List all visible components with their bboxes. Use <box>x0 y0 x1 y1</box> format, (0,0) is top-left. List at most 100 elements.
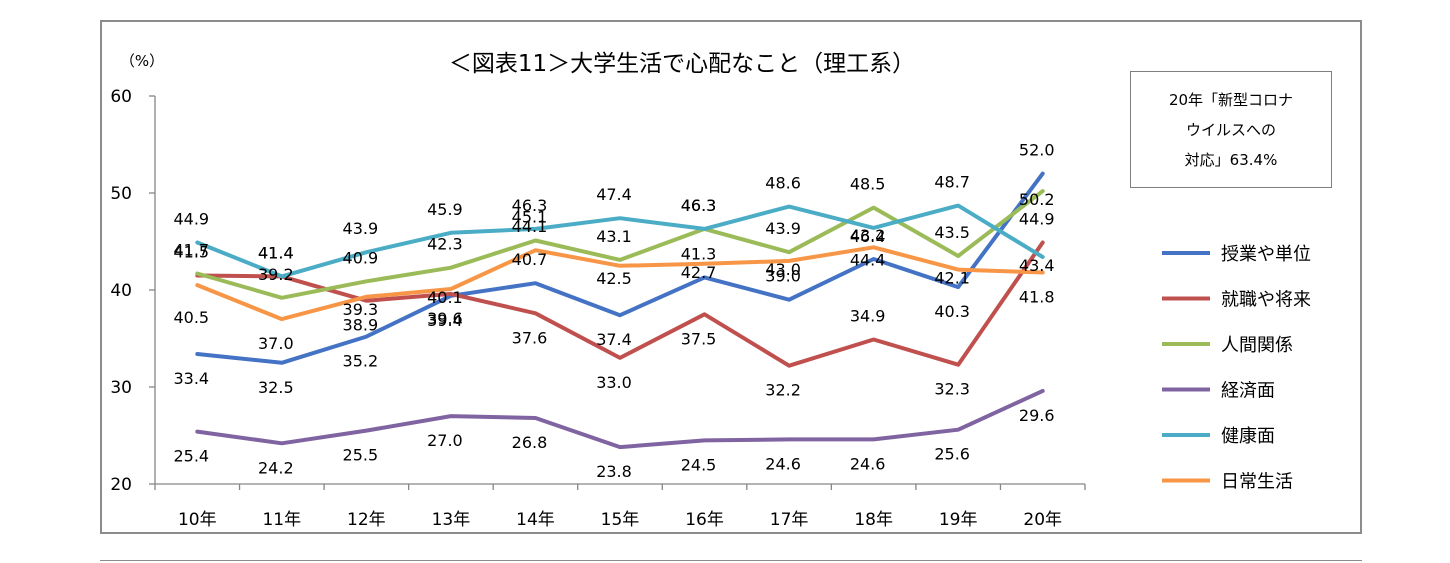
y-tick-label: 50 <box>110 184 132 204</box>
x-tick-label: 11年 <box>262 510 301 530</box>
data-label: 25.6 <box>934 445 970 464</box>
data-label: 40.3 <box>934 302 970 321</box>
data-label: 42.5 <box>596 269 632 288</box>
x-tick-label: 17年 <box>770 510 809 530</box>
data-label: 39.0 <box>765 267 801 286</box>
data-label: 37.5 <box>681 329 717 348</box>
data-label: 25.5 <box>343 446 379 465</box>
data-label: 26.8 <box>512 433 548 452</box>
data-label: 23.8 <box>596 462 632 481</box>
data-label: 38.9 <box>343 316 379 335</box>
y-tick-label: 20 <box>110 475 132 495</box>
series-line <box>195 240 1045 368</box>
data-label: 39.3 <box>343 300 379 319</box>
annotation-box: 20年「新型コロナ ウイルスへの 対応」63.4% <box>1130 71 1332 188</box>
data-label: 47.4 <box>596 185 632 204</box>
data-label: 35.2 <box>343 352 379 371</box>
data-label: 40.9 <box>343 248 379 267</box>
chart-title: ＜図表11＞大学生活で心配なこと（理工系） <box>449 51 915 77</box>
x-tick-label: 20年 <box>1023 510 1062 530</box>
x-tick-label: 12年 <box>347 510 386 530</box>
data-label: 44.1 <box>512 217 548 236</box>
data-label: 24.6 <box>765 454 801 473</box>
data-label: 39.2 <box>258 265 294 284</box>
series-line <box>195 189 1045 300</box>
data-label: 45.9 <box>427 200 463 219</box>
x-tick-label: 15年 <box>601 510 640 530</box>
data-label: 27.0 <box>427 431 463 450</box>
data-label: 24.6 <box>850 454 886 473</box>
data-label: 48.7 <box>934 173 970 192</box>
data-label: 37.0 <box>258 334 294 353</box>
data-label: 41.8 <box>1019 288 1055 307</box>
data-label: 29.6 <box>1019 406 1055 425</box>
data-label: 43.2 <box>850 226 886 245</box>
data-label: 48.5 <box>850 175 886 194</box>
y-tick-label: 60 <box>110 87 132 107</box>
series-line <box>195 171 1045 365</box>
data-label: 25.4 <box>173 447 209 466</box>
y-tick-label: 30 <box>110 378 132 398</box>
data-label: 41.4 <box>258 243 294 262</box>
x-tick-label: 18年 <box>854 510 893 530</box>
data-label: 40.1 <box>427 288 463 307</box>
data-label: 34.9 <box>850 306 886 325</box>
legend-label: 授業や単位 <box>1221 244 1311 265</box>
data-label: 43.9 <box>343 219 379 238</box>
legend-label: 経済面 <box>1221 381 1275 402</box>
x-tick-label: 16年 <box>685 510 724 530</box>
data-label: 46.4 <box>850 227 886 246</box>
data-label: 46.3 <box>512 196 548 215</box>
legend-label: 就職や将来 <box>1221 290 1311 311</box>
data-label: 33.0 <box>596 373 632 392</box>
series-line <box>195 245 1045 322</box>
legend-label: 健康面 <box>1221 426 1275 447</box>
data-label: 50.2 <box>1019 190 1055 209</box>
data-label: 40.7 <box>512 250 548 269</box>
data-label: 44.4 <box>850 250 886 269</box>
data-label: 43.1 <box>596 227 632 246</box>
data-label: 24.5 <box>681 455 717 474</box>
data-label: 39.6 <box>427 309 463 328</box>
data-label: 41.5 <box>173 242 209 261</box>
series-line <box>195 203 1045 279</box>
data-label: 37.4 <box>596 330 632 349</box>
data-label: 44.9 <box>1019 209 1055 228</box>
data-label: 46.3 <box>681 196 717 215</box>
data-label: 33.4 <box>173 369 209 388</box>
data-label: 46.3 <box>681 196 717 215</box>
data-label: 37.6 <box>512 328 548 347</box>
data-label: 41.7 <box>173 241 209 260</box>
data-label: 40.5 <box>173 308 209 327</box>
data-label: 39.4 <box>427 311 463 330</box>
bottom-divider <box>100 560 1362 561</box>
y-axis-unit-label: （%） <box>120 52 164 70</box>
annotation-text: 20年「新型コロナ ウイルスへの 対応」63.4% <box>1168 90 1294 169</box>
legend-label: 人間関係 <box>1221 335 1293 356</box>
data-label: 43.4 <box>1019 256 1055 275</box>
x-tick-label: 10年 <box>178 510 217 530</box>
data-label: 52.0 <box>1019 141 1055 160</box>
data-label: 42.1 <box>934 269 970 288</box>
data-label: 32.2 <box>765 381 801 400</box>
data-label: 42.7 <box>681 263 717 282</box>
series-line <box>195 388 1045 450</box>
legend-label: 日常生活 <box>1221 472 1293 493</box>
data-label: 44.9 <box>173 209 209 228</box>
chart-frame <box>100 20 1362 534</box>
x-tick-label: 14年 <box>516 510 555 530</box>
y-tick-label: 40 <box>110 281 132 301</box>
x-tick-label: 19年 <box>939 510 978 530</box>
data-label: 32.3 <box>934 380 970 399</box>
data-label: 48.6 <box>765 174 801 193</box>
data-label: 41.4 <box>258 243 294 262</box>
x-tick-label: 13年 <box>432 510 471 530</box>
data-label: 41.3 <box>681 244 717 263</box>
data-label: 42.3 <box>427 235 463 254</box>
data-label: 43.0 <box>765 260 801 279</box>
data-label: 32.5 <box>258 378 294 397</box>
data-label: 45.1 <box>512 208 548 227</box>
data-label: 43.9 <box>765 219 801 238</box>
data-label: 43.5 <box>934 223 970 242</box>
